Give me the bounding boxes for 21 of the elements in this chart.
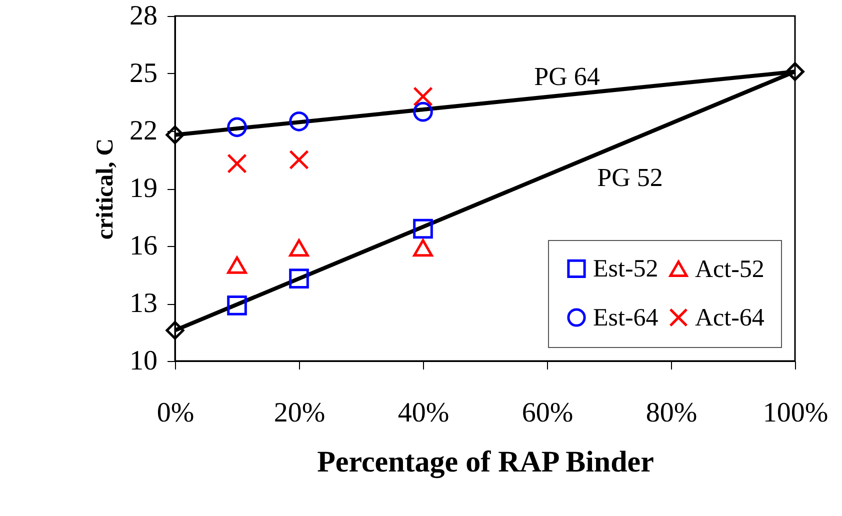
x-tick-label: 40% [398, 398, 450, 428]
y-tick-label: 28 [130, 0, 158, 32]
x-axis-title: Percentage of RAP Binder [317, 446, 654, 478]
legend-label: Act-52 [695, 256, 764, 283]
x-tick-label: 0% [156, 398, 194, 428]
x-tick-label: 20% [274, 398, 326, 428]
legend-label: Est-52 [593, 256, 658, 283]
y-axis-title: critical, C [92, 138, 118, 240]
y-tick-label: 25 [130, 58, 158, 89]
x-tick-label: 80% [646, 398, 698, 428]
y-tick-label: 13 [130, 288, 158, 319]
annotation: PG 64 [534, 62, 600, 91]
y-tick-label: 22 [130, 116, 158, 146]
y-tick-label: 19 [130, 173, 158, 204]
x-tick-label: 60% [522, 398, 574, 428]
legend-label: Est-64 [593, 304, 659, 332]
y-tick-label: 16 [130, 230, 158, 262]
y-tick-label: 10 [130, 346, 158, 376]
x-tick-label: 100% [762, 398, 828, 428]
annotation: PG 52 [597, 163, 663, 192]
legend-label: Act-64 [695, 304, 765, 332]
